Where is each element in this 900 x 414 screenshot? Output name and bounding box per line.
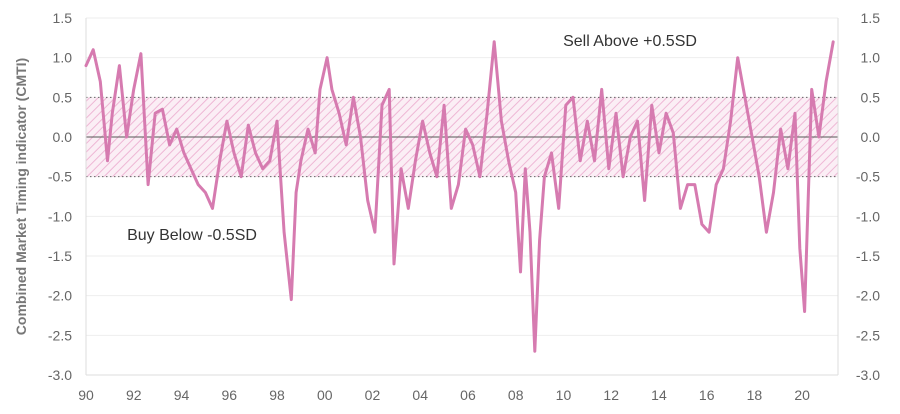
x-tick-label: 90: [78, 387, 94, 403]
x-tick-label: 92: [126, 387, 142, 403]
y-tick-label-left: -1.5: [48, 248, 72, 264]
y-tick-label-left: -0.5: [48, 169, 72, 185]
y-tick-label-right: 0.0: [861, 129, 881, 145]
y-tick-label-left: -3.0: [48, 367, 72, 383]
x-tick-label: 06: [460, 387, 476, 403]
x-tick-label: 96: [221, 387, 237, 403]
y-tick-label-right: 0.5: [861, 89, 881, 105]
y-tick-label-left: 1.5: [53, 10, 73, 26]
y-tick-label-left: -1.0: [48, 208, 72, 224]
x-tick-label: 04: [412, 387, 428, 403]
y-tick-label-right: -2.5: [856, 327, 880, 343]
y-tick-label-right: 1.5: [861, 10, 881, 26]
x-tick-label: 12: [603, 387, 619, 403]
x-tick-label: 98: [269, 387, 285, 403]
x-tick-label: 20: [794, 387, 810, 403]
grid-lines: [86, 17, 838, 376]
x-tick-label: 94: [174, 387, 190, 403]
series-layer: [84, 40, 835, 353]
y-tick-label-right: -0.5: [856, 169, 880, 185]
y-tick-label-left: -2.5: [48, 327, 72, 343]
y-tick-label-left: 1.0: [53, 50, 73, 66]
y-axis-label: Combined Market Timing indicator (CMTI): [13, 58, 29, 335]
x-tick-label: 00: [317, 387, 333, 403]
y-tick-label-right: 1.0: [861, 50, 881, 66]
y-tick-label-right: -1.0: [856, 208, 880, 224]
x-tick-label: 18: [747, 387, 763, 403]
y-tick-label-right: -2.0: [856, 288, 880, 304]
x-tick-label: 08: [508, 387, 524, 403]
y-tick-label-left: 0.5: [53, 89, 73, 105]
y-tick-label-right: -3.0: [856, 367, 880, 383]
y-tick-label-left: 0.0: [53, 129, 73, 145]
x-tick-label: 16: [699, 387, 715, 403]
tick-labels: 1.5 1.5 1.0 1.0 0.5 0.5 0.0 0.0 -0.5 -0.5 -1.0 -1.0…: [48, 10, 880, 403]
sell-annotation: Sell Above +0.5SD: [563, 33, 697, 50]
x-tick-label: 10: [556, 387, 572, 403]
y-tick-label-right: -1.5: [856, 248, 880, 264]
x-tick-label: 14: [651, 387, 667, 403]
x-tick-label: 02: [365, 387, 381, 403]
cmti-series-line: [84, 40, 835, 353]
buy-annotation: Buy Below -0.5SD: [127, 227, 257, 244]
y-tick-label-left: -2.0: [48, 288, 72, 304]
